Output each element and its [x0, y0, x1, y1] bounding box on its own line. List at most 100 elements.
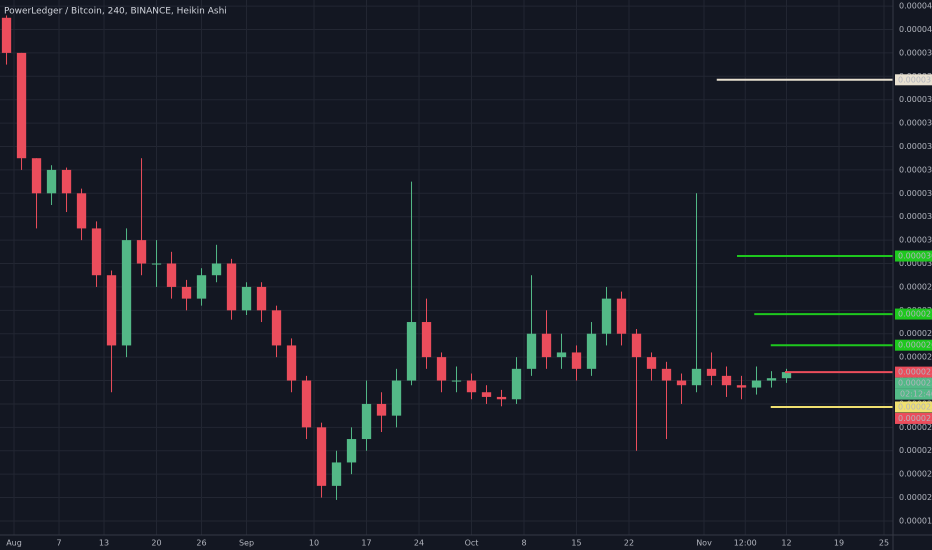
candle-body [661, 368, 672, 381]
candle-body [361, 403, 372, 440]
price-tag [895, 401, 932, 413]
candle-body [331, 462, 342, 486]
price-tag-label: 0.00002387 [898, 402, 932, 411]
candle-body [271, 310, 282, 346]
x-tick-label: 20 [151, 539, 161, 548]
candle-body [646, 357, 657, 369]
countdown-label: 02:12:46 [900, 390, 932, 399]
candle-body [91, 228, 102, 276]
candle-body [166, 263, 177, 287]
x-tick-label: 25 [879, 539, 889, 548]
candle-body [526, 333, 537, 369]
candle-body [736, 385, 747, 388]
y-tick-label: 0.00002000 [899, 493, 932, 502]
x-tick-label: 10 [309, 539, 319, 548]
candle-body [211, 263, 222, 276]
candle-body [436, 357, 447, 381]
price-tag [895, 366, 932, 378]
price-tag [895, 74, 932, 86]
countdown-tag [895, 388, 932, 400]
candle-body [406, 322, 417, 381]
y-tick-label: 0.00003600 [899, 119, 932, 128]
candle-body [346, 439, 357, 463]
candle-body [31, 158, 42, 194]
candle-body [691, 368, 702, 386]
candle-body [451, 380, 462, 382]
candle-body [301, 380, 312, 428]
candle-body [136, 240, 147, 264]
candle-body [241, 286, 252, 311]
candle-body [316, 427, 327, 486]
x-tick-label: Aug [6, 539, 22, 548]
x-tick-label: 13 [99, 539, 109, 548]
candle-body [286, 345, 297, 381]
candle-body [541, 333, 552, 358]
x-tick-label: 22 [624, 539, 634, 548]
x-tick-label: 19 [834, 539, 844, 548]
x-tick-label: 15 [571, 539, 581, 548]
y-tick-label: 0.00003100 [899, 236, 932, 245]
candle-body [106, 275, 117, 346]
candle-body [556, 352, 567, 358]
candle-body [571, 352, 582, 369]
y-tick-label: 0.00001900 [899, 516, 932, 525]
x-tick-label: Nov [696, 539, 712, 548]
candle-body [121, 240, 132, 346]
y-tick-label: 0.00003900 [899, 48, 932, 57]
candle-body [616, 298, 627, 334]
x-tick-label: 24 [414, 539, 424, 548]
candle-body [751, 380, 762, 388]
x-tick-label: 12 [781, 539, 791, 548]
candle-body [766, 378, 777, 381]
candle-body [586, 333, 597, 369]
candle-body [16, 52, 27, 159]
price-tag-label: 0.00003785 [898, 75, 932, 84]
y-tick-label: 0.00004000 [899, 25, 932, 34]
candle-body [706, 368, 717, 376]
candle-body [196, 275, 207, 299]
x-tick-label: 26 [196, 539, 206, 548]
y-tick-label: 0.00003000 [899, 259, 932, 268]
candle-body [496, 396, 507, 400]
candle-body [151, 263, 162, 265]
price-tag-label: 0.00002338 [898, 414, 932, 423]
candle-body [1, 17, 12, 53]
y-tick-label: 0.00003300 [899, 189, 932, 198]
chart-title: PowerLedger / Bitcoin, 240, BINANCE, Hei… [4, 7, 227, 17]
price-tag-label: 0.00002519 [898, 379, 932, 388]
price-tag-label: 0.00002784 [898, 310, 932, 319]
y-tick-label: 0.00002900 [899, 282, 932, 291]
y-tick-label: 0.00002600 [899, 353, 932, 362]
y-tick-label: 0.00002300 [899, 423, 932, 432]
price-tag [895, 339, 932, 351]
price-tag [895, 377, 932, 389]
candle-body [76, 193, 87, 229]
candle-body [391, 380, 402, 416]
price-tag [895, 308, 932, 320]
y-tick-label: 0.00004100 [899, 2, 932, 11]
price-tag-label: 0.00002651 [898, 341, 932, 350]
candle-body [721, 375, 732, 386]
y-tick-label: 0.00003700 [899, 95, 932, 104]
candle-body [676, 380, 687, 386]
candle-body [781, 372, 792, 379]
candle-body [421, 322, 432, 358]
y-tick-label: 0.00002100 [899, 470, 932, 479]
candle-body [376, 403, 387, 416]
y-tick-label: 0.00002700 [899, 329, 932, 338]
y-tick-label: 0.00003200 [899, 212, 932, 221]
y-tick-label: 0.00002200 [899, 446, 932, 455]
x-tick-label: 8 [521, 539, 526, 548]
candle-body [61, 169, 72, 194]
candle-body [601, 298, 612, 334]
x-tick-label: 7 [56, 539, 61, 548]
candle-body [631, 333, 642, 358]
y-tick-label: 0.00003400 [899, 165, 932, 174]
candle-body [481, 392, 492, 397]
candle-body [46, 169, 57, 194]
candle-body [226, 263, 237, 311]
candle-body [181, 286, 192, 299]
price-tag [895, 250, 932, 262]
